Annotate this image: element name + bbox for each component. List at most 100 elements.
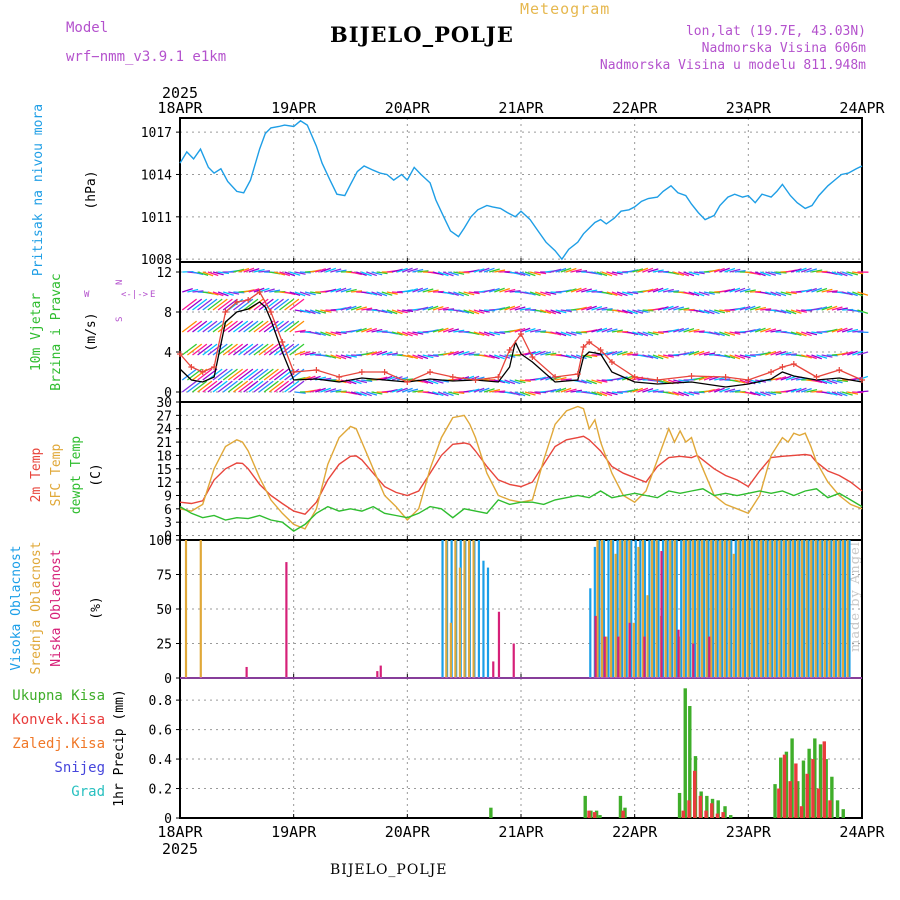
wind-barb <box>309 331 321 336</box>
y-tick-label: 0 <box>164 812 172 827</box>
bar-cloud <box>671 540 674 678</box>
wind-gust-marker <box>654 377 661 383</box>
x-date-label-top: 21APR <box>498 99 544 117</box>
bar-cloud <box>660 551 663 678</box>
wind-barb <box>790 268 802 273</box>
wind-barb <box>233 343 249 356</box>
wind-barb <box>248 368 264 381</box>
wind-barb <box>381 351 393 356</box>
bar-cloud <box>472 540 475 678</box>
wind-barb <box>601 351 613 356</box>
wind-barb <box>688 271 700 276</box>
wind-barb <box>483 388 495 393</box>
wind-barb <box>790 309 802 314</box>
wind-barb <box>376 291 388 297</box>
bar-precip <box>790 738 794 818</box>
compass-south: S <box>115 317 125 322</box>
bar-cloud <box>657 540 660 678</box>
wind-barb <box>222 368 238 381</box>
wind-barb <box>202 320 218 333</box>
bar-cloud <box>814 540 817 678</box>
y-tick-label: 30 <box>156 396 172 411</box>
wind-barb <box>192 298 208 311</box>
wind-barb <box>591 391 603 397</box>
wind-barb <box>535 376 546 381</box>
wind-barb <box>826 379 838 385</box>
bar-cloud <box>811 540 815 678</box>
bar-cloud <box>748 540 751 678</box>
wind-barb <box>432 379 444 384</box>
wind-barb <box>596 379 608 383</box>
wind-barb <box>197 320 213 333</box>
wind-barb <box>642 288 654 293</box>
wind-barb <box>263 343 279 356</box>
wind-barb <box>463 351 475 356</box>
wind-barb <box>601 271 613 277</box>
wind-barb <box>376 350 388 356</box>
wind-barb <box>489 331 500 336</box>
wind-barb <box>734 306 746 311</box>
wind-barb <box>514 391 526 397</box>
wind-barb <box>488 268 500 273</box>
bar-cloud <box>641 540 645 678</box>
bar-precip <box>779 757 783 818</box>
wind-barb <box>821 288 833 293</box>
bar-cloud <box>793 540 796 678</box>
wind-barb <box>683 351 695 356</box>
wind-barb <box>519 307 531 311</box>
y-tick-label: 27 <box>156 409 172 424</box>
wind-barb <box>821 305 833 311</box>
wind-barb <box>616 291 628 297</box>
wind-barb <box>642 354 654 359</box>
y-tick-label: 0 <box>164 672 172 687</box>
wind-barb <box>355 391 367 397</box>
wind-barb <box>207 380 223 393</box>
wind-barb <box>386 352 398 356</box>
y-tick-label: 1011 <box>141 211 172 226</box>
wind-barb <box>754 327 766 333</box>
bar-precip <box>801 760 806 818</box>
wind-barb <box>524 328 536 333</box>
bar-precip <box>705 795 709 818</box>
bar-cloud <box>650 540 654 678</box>
wind-barb <box>795 331 807 337</box>
wind-barb <box>207 291 219 296</box>
wind-barb <box>238 298 254 311</box>
bar-cloud <box>832 540 836 678</box>
wind-barb <box>785 291 797 295</box>
wind-barb <box>765 328 777 333</box>
bar-cloud <box>603 636 606 678</box>
wind-barb <box>642 388 654 393</box>
wind-barb <box>698 309 710 314</box>
wind-barb <box>724 388 736 393</box>
wind-barb <box>289 380 305 393</box>
x-date-label-bottom: 18APR <box>157 823 203 841</box>
wind-barb <box>202 271 214 277</box>
wind-barb <box>192 271 204 276</box>
wind-barb <box>442 391 454 397</box>
wind-barb <box>284 380 300 393</box>
wind-barb <box>366 351 378 356</box>
wind-barb <box>366 271 378 277</box>
wind-barb <box>396 387 408 393</box>
bar-precip <box>723 806 727 818</box>
y-tick-label: 0.2 <box>149 783 172 798</box>
bottom-station-label: BIJELO_POLJE <box>330 862 448 878</box>
wind-barb <box>217 343 233 356</box>
wind-barb <box>524 391 536 396</box>
wind-barb <box>181 298 197 311</box>
wind-barb <box>427 289 439 293</box>
bar-cloud <box>721 540 724 678</box>
wind-barb <box>478 331 490 337</box>
wind-barb <box>729 354 741 360</box>
wind-barb <box>402 354 414 359</box>
wind-barb <box>637 387 649 393</box>
year-label-bottom: 2025 <box>162 840 198 858</box>
wind-barb <box>253 320 269 333</box>
bar-cloud <box>728 540 731 678</box>
wind-barb <box>688 291 700 297</box>
bar-cloud <box>710 540 713 678</box>
wind-barb <box>181 380 197 393</box>
wind-gust-marker <box>267 309 274 315</box>
wind-barb <box>570 287 582 293</box>
